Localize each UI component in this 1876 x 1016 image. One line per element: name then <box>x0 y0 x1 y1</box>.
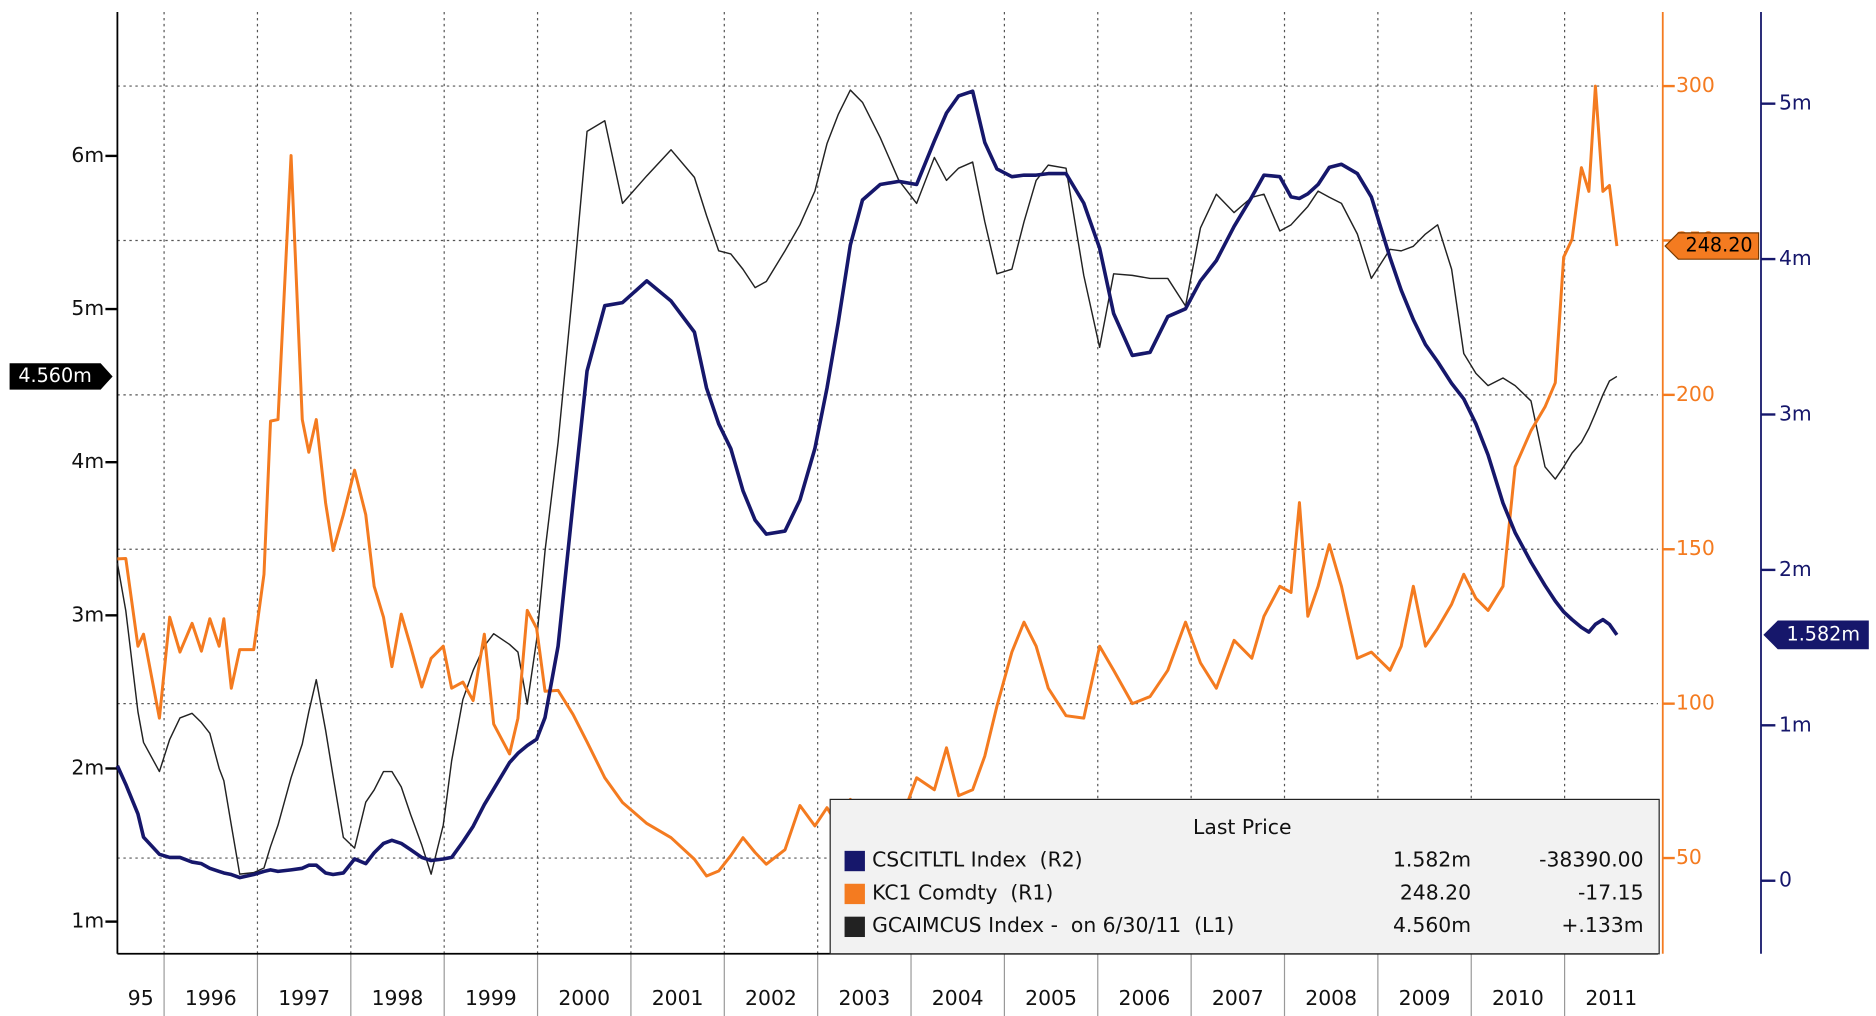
x-tick-label: 1999 <box>465 986 517 1010</box>
y-tick-label: 5m <box>71 296 104 320</box>
y2-tick-label: 100 <box>1676 691 1715 715</box>
legend-label: GCAIMCUS Index - on 6/30/11 (L1) <box>872 913 1234 937</box>
x-tick-label: 2009 <box>1399 986 1451 1010</box>
y-tick-label: 3m <box>71 602 104 626</box>
x-tick-label: 2000 <box>558 986 610 1010</box>
legend-last-price: 4.560m <box>1393 913 1471 937</box>
x-tick-label: 2007 <box>1212 986 1264 1010</box>
x-tick-label: 2001 <box>652 986 704 1010</box>
legend-change: -17.15 <box>1578 880 1644 904</box>
legend-swatch <box>844 850 865 872</box>
y2-tick-label: 50 <box>1676 845 1702 869</box>
x-tick-label: 1996 <box>185 986 237 1010</box>
x-tick-label: 2002 <box>745 986 797 1010</box>
x-tick-label: 95 <box>128 986 154 1010</box>
legend-change: -38390.00 <box>1539 847 1643 871</box>
x-tick-label: 2008 <box>1305 986 1357 1010</box>
y3-tick-label: 4m <box>1779 246 1812 270</box>
legend-label: CSCITLTL Index (R2) <box>872 847 1083 871</box>
x-tick-label: 2011 <box>1585 986 1637 1010</box>
y2-tick-label: 300 <box>1676 73 1715 97</box>
legend-swatch <box>844 916 865 938</box>
legend-box <box>829 798 1660 955</box>
legend-change: +.133m <box>1561 913 1643 937</box>
y-tick-label: 1m <box>71 909 104 933</box>
legend-swatch <box>844 883 865 905</box>
x-tick-label: 1998 <box>372 986 424 1010</box>
last-value-label: 4.560m <box>18 364 91 387</box>
legend-label: KC1 Comdty (R1) <box>872 880 1053 904</box>
y-tick-label: 4m <box>71 449 104 473</box>
x-tick-label: 2005 <box>1025 986 1077 1010</box>
series-line <box>117 84 1619 878</box>
x-tick-label: 1997 <box>278 986 330 1010</box>
y2-tick-label: 150 <box>1676 536 1715 560</box>
x-tick-label: 2006 <box>1119 986 1171 1010</box>
x-tick-label: 2004 <box>932 986 984 1010</box>
y-tick-label: 6m <box>71 143 104 167</box>
y3-tick-label: 2m <box>1779 557 1812 581</box>
legend-last-price: 248.20 <box>1400 880 1471 904</box>
last-value-flag <box>1664 232 1760 260</box>
legend-title: Last Price <box>1193 815 1292 839</box>
x-tick-label: 2010 <box>1492 986 1544 1010</box>
y-tick-label: 2m <box>71 755 104 779</box>
last-value-label: 1.582m <box>1787 622 1860 645</box>
legend-last-price: 1.582m <box>1393 847 1471 871</box>
y3-tick-label: 0 <box>1779 868 1792 892</box>
last-value-flag <box>1763 620 1869 650</box>
series-line <box>116 89 1618 875</box>
y3-tick-label: 3m <box>1779 401 1812 425</box>
y3-tick-label: 5m <box>1779 91 1812 115</box>
last-value-label: 248.20 <box>1686 234 1753 257</box>
series-line <box>115 89 1619 880</box>
y2-tick-label: 200 <box>1676 382 1715 406</box>
y3-tick-label: 1m <box>1779 712 1812 736</box>
last-value-flag <box>9 363 113 390</box>
x-tick-label: 2003 <box>838 986 890 1010</box>
